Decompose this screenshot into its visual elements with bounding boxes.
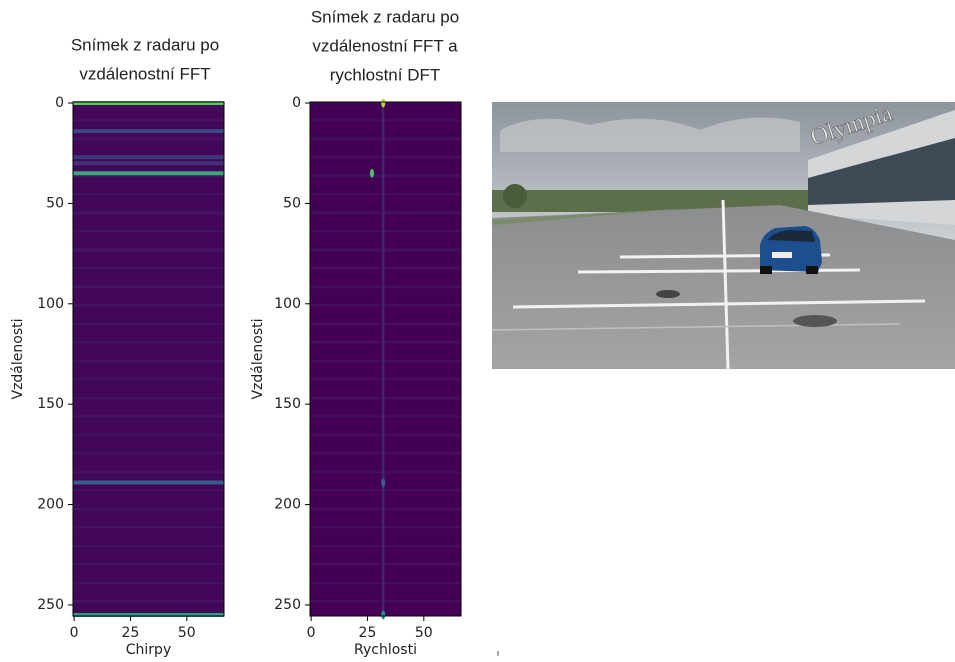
texture [310,360,461,362]
texture [310,397,461,399]
texture [310,285,461,287]
texture [310,193,461,195]
chart-title: vzdálenostní FFT a [312,36,458,55]
texture [73,119,224,121]
chart-title: Snímek z radaru po [311,7,459,26]
texture [310,489,461,491]
heatmap-spot [381,611,385,620]
texture [73,526,224,528]
texture [73,545,224,547]
texture [310,174,461,176]
chart-title: rychlostní DFT [330,65,441,84]
x-tick-label: 0 [307,625,316,641]
texture [73,489,224,491]
texture [73,452,224,454]
texture [310,304,461,306]
heatmap-row [73,480,224,484]
texture [73,230,224,232]
y-axis-label: Vzdálenosti [10,318,26,399]
y-tick-label: 50 [46,195,64,211]
y-tick-label: 200 [37,497,64,513]
texture [73,600,224,602]
car [760,226,822,274]
texture [73,137,224,139]
texture [73,248,224,250]
texture [73,341,224,343]
texture [310,341,461,343]
y-tick-label: 200 [274,497,301,513]
texture [73,323,224,325]
texture [73,508,224,510]
heatmap-background [310,102,461,616]
texture [73,285,224,287]
texture [310,452,461,454]
chart-title: Snímek z radaru po [71,35,219,54]
texture [310,156,461,158]
x-tick-label: 0 [70,625,79,641]
heatmap-row [73,171,224,175]
heatmap-column [382,102,384,616]
heatmap-background [73,102,224,616]
texture [310,230,461,232]
figure: Olympia Snímek z radaru po vzdálenostní F… [0,0,955,658]
texture [73,378,224,380]
heatmap-spot [370,169,374,178]
texture [310,582,461,584]
texture [310,508,461,510]
y-tick-label: 100 [274,296,301,312]
chart-title: vzdálenostní FFT [79,64,210,83]
y-tick-label: 250 [37,597,64,613]
heatmap-row [73,161,224,165]
texture [73,267,224,269]
texture [73,211,224,213]
texture [73,360,224,362]
texture [310,434,461,436]
texture [310,471,461,473]
texture [310,267,461,269]
y-tick-label: 100 [37,296,64,312]
y-tick-label: 250 [274,597,301,613]
x-tick-label: 25 [122,625,140,641]
photo: Olympia [492,100,955,369]
x-axis-label: Chirpy [126,642,171,658]
y-tick-label: 50 [283,195,301,211]
texture [310,563,461,565]
texture [73,563,224,565]
texture [73,582,224,584]
heatmap-row [73,129,224,133]
x-axis-label: Rychlosti [354,642,417,658]
texture [73,415,224,417]
heatmap-spot [381,99,385,108]
heatmap-row [73,155,224,159]
texture [310,378,461,380]
texture [73,193,224,195]
texture [310,248,461,250]
texture [310,415,461,417]
texture [310,600,461,602]
texture [73,471,224,473]
texture [73,304,224,306]
x-tick-label: 25 [359,625,377,641]
y-tick-label: 150 [274,396,301,412]
texture [310,526,461,528]
y-tick-label: 150 [37,396,64,412]
x-tick-label: 50 [178,625,196,641]
y-tick-label: 0 [55,95,64,111]
y-tick-label: 0 [292,95,301,111]
y-axis-label: Vzdálenosti [250,318,266,399]
texture [310,545,461,547]
heatmap-spot [381,478,385,487]
texture [310,323,461,325]
x-tick-label: 50 [415,625,433,641]
texture [73,434,224,436]
texture [310,137,461,139]
texture [73,397,224,399]
texture [310,211,461,213]
texture [310,119,461,121]
